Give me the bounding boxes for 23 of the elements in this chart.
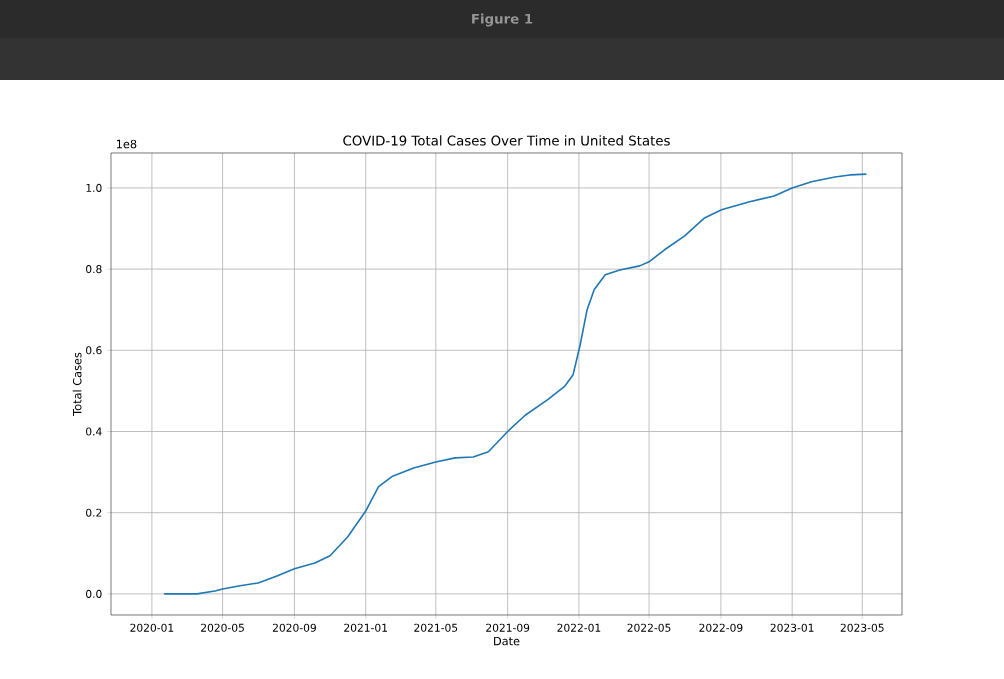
y-tick-label: 0.0 bbox=[86, 589, 102, 598]
x-tick-label: 2020-09 bbox=[272, 623, 316, 632]
text: 1e8 bbox=[116, 139, 137, 149]
x-tick-label: 2021-09 bbox=[486, 623, 530, 632]
x-tick-label: 2022-09 bbox=[699, 623, 743, 632]
x-tick-label: 2020-01 bbox=[130, 623, 174, 632]
x-tick-label: 2022-01 bbox=[557, 623, 601, 632]
y-tick-label: 0.2 bbox=[86, 508, 102, 517]
x-tick-label: 2020-05 bbox=[201, 623, 244, 632]
caption: Figure 1 bbox=[472, 13, 533, 27]
x-axis-title: Date bbox=[494, 636, 520, 646]
x-tick-label: 2023-01 bbox=[770, 623, 814, 632]
x-tick-label: 2022-05 bbox=[627, 623, 671, 632]
x-tick-label: 2021-05 bbox=[414, 623, 458, 632]
y-tick-label: 0.8 bbox=[86, 265, 102, 274]
y-tick-label: 1.0 bbox=[86, 183, 102, 192]
x-tick-label: 2023-05 bbox=[840, 623, 884, 632]
x-tick-label: 2021-01 bbox=[344, 623, 387, 632]
chart-title: COVID-19 Total Cases Over Time in United States bbox=[343, 135, 670, 146]
y-tick-label: 0.4 bbox=[86, 427, 102, 436]
line-series bbox=[163, 173, 868, 595]
y-tick-label: 0.6 bbox=[86, 346, 102, 355]
y-axis-title: Total Cases bbox=[72, 352, 82, 416]
